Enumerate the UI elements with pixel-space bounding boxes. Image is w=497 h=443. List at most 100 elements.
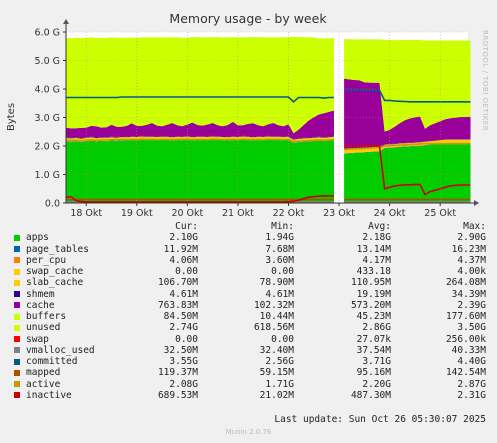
legend-cur: 2.74G — [169, 322, 198, 334]
x-tick-label: 23 Okt — [323, 208, 355, 219]
legend-row-inactive: inactive 689.53M 21.02M 487.30M 2.31G — [0, 390, 497, 401]
y-tick-label: 0.0 — [45, 199, 60, 210]
legend-cur: 32.50M — [163, 344, 198, 356]
legend-name: buffers — [26, 311, 67, 322]
legend-min: 21.02M — [259, 389, 294, 401]
legend-row-slab-cache: slab_cache 106.70M 78.90M 110.95M 264.08M — [0, 277, 497, 288]
legend-min: 59.15M — [259, 367, 294, 379]
legend-max: 40.33M — [451, 344, 486, 356]
legend-min: 1.94G — [265, 232, 294, 244]
legend-max: 2.31G — [457, 389, 486, 401]
legend-name: inactive — [26, 389, 72, 401]
legend-max: 34.39M — [451, 288, 486, 300]
legend-name: shmem — [26, 288, 55, 300]
line-committed-1 — [66, 96, 334, 103]
legend-swatch — [14, 279, 20, 286]
legend-row-swap: swap 0.00 0.00 27.07k 256.00k — [0, 334, 497, 345]
legend-cur: 763.83M — [157, 299, 198, 311]
area-unused-1 — [66, 36, 334, 131]
memory-chart: Memory usage - by week Bytes RRDTOOL / T… — [6, 11, 489, 219]
legend-swatch — [14, 347, 20, 354]
line-inactive-1 — [65, 195, 334, 203]
legend-cur: 2.10G — [169, 232, 198, 244]
line-committed-2 — [344, 88, 471, 103]
legend-max: 256.00k — [445, 333, 486, 345]
y-axis-arrow — [63, 19, 69, 24]
last-update: Last update: Sun Oct 26 05:30:07 2025 — [274, 414, 486, 425]
legend-cur: 0.00 — [175, 333, 198, 345]
line-inactive-2 — [344, 145, 471, 196]
area-apps-2 — [344, 143, 471, 203]
area-shmem-1 — [66, 135, 334, 140]
y-tick-label: 6.0 G — [35, 28, 61, 39]
area-cache-2 — [344, 78, 471, 149]
legend-max: 2.39G — [457, 299, 486, 311]
legend-name: vmalloc_used — [26, 344, 95, 356]
legend-name: slab_cache — [26, 277, 84, 289]
legend-swatch — [14, 257, 20, 264]
legend-swatch — [14, 336, 20, 342]
legend-name: unused — [26, 322, 61, 334]
header-min: Min: — [271, 221, 294, 232]
legend-min: 618.56M — [253, 322, 294, 334]
legend-row-mapped: mapped 119.37M 59.15M 95.16M 142.54M — [0, 367, 497, 378]
legend-min: 0.00 — [271, 333, 294, 345]
legend-max: 3.50G — [457, 322, 486, 334]
legend-min: 7.68M — [265, 243, 294, 255]
legend-swatch — [14, 302, 20, 309]
legend-avg: 13.14M — [356, 243, 391, 255]
area-apps-1 — [66, 140, 334, 203]
legend-cur: 84.50M — [163, 311, 198, 322]
area-page-tables-2 — [344, 142, 471, 154]
legend-swatch — [14, 234, 20, 241]
x-tick-label: 24 Okt — [374, 208, 406, 219]
legend-min: 78.90M — [259, 277, 294, 289]
legend-min: 10.44M — [259, 311, 294, 322]
x-tick-label: 20 Okt — [171, 208, 203, 219]
header-cur: Cur: — [175, 221, 198, 232]
legend-max: 2.87G — [457, 378, 486, 390]
legend-max: 4.40G — [457, 356, 486, 367]
legend-min: 0.00 — [271, 266, 294, 277]
legend-avg: 3.71G — [362, 356, 391, 367]
legend-name: per_cpu — [26, 254, 67, 266]
legend-name: apps — [26, 232, 49, 244]
legend-min: 4.61M — [265, 288, 294, 300]
legend-swatch — [14, 392, 20, 399]
legend-row-shmem: shmem 4.61M 4.61M 19.19M 34.39M — [0, 289, 497, 300]
legend-swatch — [14, 291, 20, 297]
legend-avg: 433.18 — [356, 266, 391, 277]
legend-row-committed: committed 3.55G 2.56G 3.71G 4.40G — [0, 356, 497, 367]
y-tick-label: 3.0 G — [35, 113, 61, 124]
header-max: Max: — [463, 221, 486, 232]
legend-row-page-tables: page_tables 11.92M 7.68M 13.14M 16.23M — [0, 244, 497, 255]
legend-cur: 106.70M — [157, 277, 198, 289]
x-tick-label: 22 Okt — [273, 208, 305, 219]
legend-avg: 37.54M — [356, 344, 391, 356]
legend-swatch — [14, 381, 20, 387]
legend-swatch — [14, 369, 20, 376]
legend-row-active: active 2.08G 1.71G 2.20G 2.87G — [0, 379, 497, 390]
y-tick-label: 2.0 G — [35, 142, 61, 153]
legend-cur: 4.06M — [169, 254, 198, 266]
x-tick-label: 19 Okt — [121, 208, 153, 219]
legend-cur: 2.08G — [169, 378, 198, 390]
legend-avg: 487.30M — [350, 389, 391, 401]
legend-avg: 110.95M — [350, 277, 391, 289]
legend-rows: apps 2.10G 1.94G 2.18G 2.90G page_tables 11.92… — [0, 232, 497, 401]
x-tick-label: 21 Okt — [222, 208, 254, 219]
legend-avg: 19.19M — [356, 288, 391, 300]
legend-cur: 0.00 — [175, 266, 198, 277]
legend-max: 4.37M — [457, 254, 486, 266]
legend-row-swap-cache: swap_cache 0.00 0.00 433.18 4.00k — [0, 266, 497, 277]
line-active-2 — [344, 142, 471, 151]
legend-min: 2.56G — [265, 356, 294, 367]
legend-row-per-cpu: per_cpu 4.06M 3.60M 4.17M 4.37M — [0, 255, 497, 266]
legend-cur: 4.61M — [169, 288, 198, 300]
y-tick-label: 1.0 G — [35, 170, 61, 181]
legend-row-apps: apps 2.10G 1.94G 2.18G 2.90G — [0, 232, 497, 243]
legend-max: 2.90G — [457, 232, 486, 244]
y-tick-label: 5.0 G — [35, 56, 61, 67]
legend-max: 4.00k — [457, 266, 486, 277]
legend-max: 142.54M — [445, 367, 486, 379]
